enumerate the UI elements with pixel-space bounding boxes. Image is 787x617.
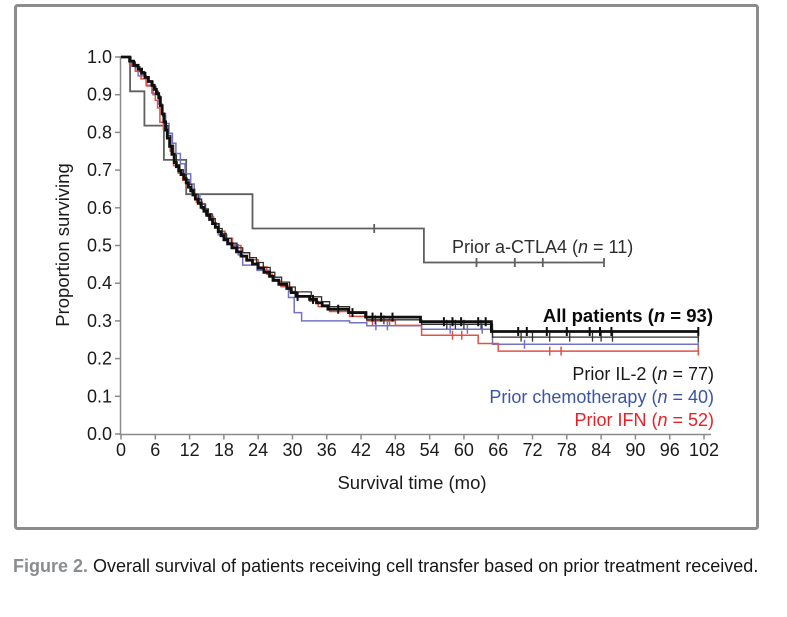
caption-label: Figure 2. [13, 556, 89, 576]
y-tick-label: 0.5 [87, 236, 112, 256]
km-plot: 0 6 12 18 24 30 36 42 48 54 60 66 72 78 84 90 96 102 0.0 0.… [14, 4, 759, 530]
figure-border [14, 4, 759, 530]
x-tick-label: 12 [180, 440, 200, 460]
x-tick-label: 102 [689, 440, 719, 460]
plot-label-prior-il-2-n-77: Prior IL-2 (n = 77) [572, 364, 714, 384]
x-tick-label: 0 [116, 440, 126, 460]
x-tick-label: 24 [248, 440, 268, 460]
plot-label-all-patients-n-93: All patients (n = 93) [543, 305, 713, 326]
y-tick-label: 0.1 [87, 386, 112, 406]
x-tick-label: 78 [557, 440, 577, 460]
x-tick-label: 54 [420, 440, 440, 460]
y-tick-label: 0.2 [87, 349, 112, 369]
x-tick-label: 18 [214, 440, 234, 460]
x-axis-title: Survival time (mo) [337, 472, 486, 493]
caption-text: Overall survival of patients receiving c… [88, 556, 759, 576]
y-tick-label: 0.9 [87, 85, 112, 105]
x-tick-label: 42 [351, 440, 371, 460]
plot-content: 0 6 12 18 24 30 36 42 48 54 60 66 72 78 84 90 96 102 0.0 0.… [87, 47, 719, 460]
x-tick-label: 48 [385, 440, 405, 460]
y-tick-label: 0.0 [87, 424, 112, 444]
y-tick-label: 0.4 [87, 273, 112, 293]
y-tick-label: 0.6 [87, 198, 112, 218]
y-axis-title: Proportion surviving [52, 163, 73, 327]
x-tick-label: 84 [591, 440, 611, 460]
x-tick-label: 72 [523, 440, 543, 460]
x-tick-label: 90 [625, 440, 645, 460]
x-tick-label: 30 [282, 440, 302, 460]
x-tick-label: 66 [488, 440, 508, 460]
y-tick-label: 0.8 [87, 122, 112, 142]
x-tick-label: 6 [150, 440, 160, 460]
x-tick-label: 60 [454, 440, 474, 460]
plot-label-prior-ifn-n-52: Prior IFN (n = 52) [574, 410, 714, 430]
y-tick-label: 0.7 [87, 160, 112, 180]
y-tick-label: 1.0 [87, 47, 112, 67]
series-all-patients-curve [121, 55, 699, 333]
plot-label-prior-a-ctla4-n-11: Prior a-CTLA4 (n = 11) [452, 237, 633, 257]
figure-caption: Figure 2. Overall survival of patients r… [13, 552, 777, 580]
x-tick-label: 96 [660, 440, 680, 460]
plot-label-prior-chemotherapy-n-40: Prior chemotherapy (n = 40) [489, 387, 714, 407]
y-tick-label: 0.3 [87, 311, 112, 331]
x-tick-label: 36 [317, 440, 337, 460]
